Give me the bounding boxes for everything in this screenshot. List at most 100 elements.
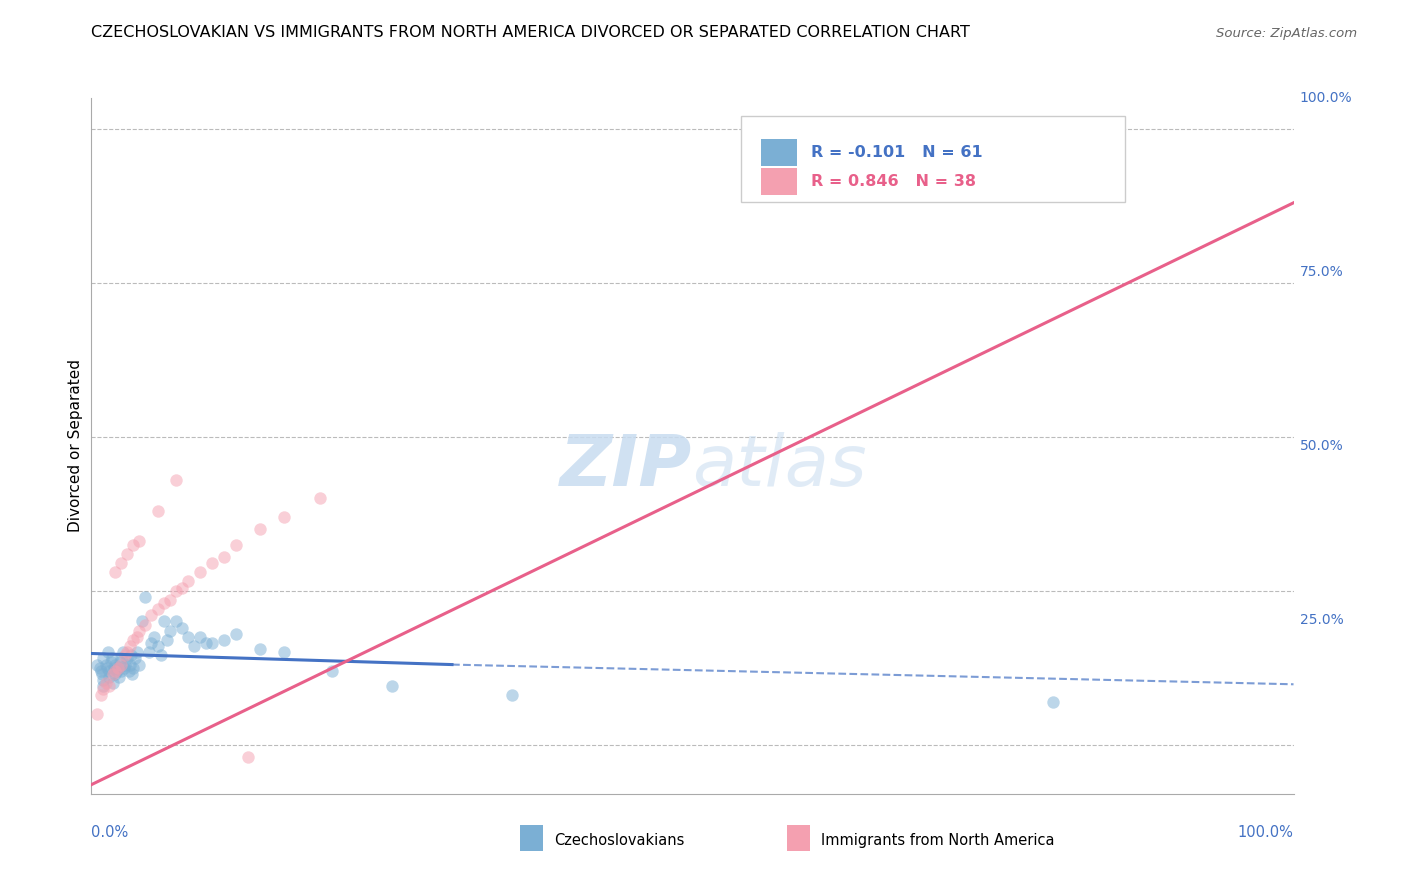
Text: 0.0%: 0.0% (91, 825, 128, 840)
Point (110, 556, 132, 570)
Point (110, 657, 132, 672)
Point (98, 670, 121, 684)
FancyBboxPatch shape (761, 139, 797, 166)
Point (101, 666, 124, 681)
Point (93, 673, 115, 687)
Point (118, 657, 141, 672)
Text: R = 0.846   N = 38: R = 0.846 N = 38 (811, 174, 976, 189)
Point (86, 706, 108, 721)
Text: 100.0%: 100.0% (1237, 825, 1294, 840)
Point (1042, 694, 1064, 708)
Point (146, 639, 169, 653)
Point (152, 615, 174, 629)
Point (101, 651, 124, 665)
Text: CZECHOSLOVAKIAN VS IMMIGRANTS FROM NORTH AMERICA DIVORCED OR SEPARATED CORRELATI: CZECHOSLOVAKIAN VS IMMIGRANTS FROM NORTH… (91, 25, 970, 40)
Point (101, 676, 124, 690)
Point (188, 630, 211, 644)
Point (156, 632, 179, 647)
Point (114, 657, 136, 672)
Point (194, 636, 217, 650)
Point (273, 645, 295, 659)
Point (142, 630, 165, 644)
Point (110, 651, 132, 665)
Point (141, 636, 163, 650)
Point (249, 522, 271, 536)
Point (91, 666, 114, 681)
Point (110, 655, 132, 669)
Point (94, 657, 117, 672)
Point (134, 590, 156, 604)
Point (107, 660, 129, 674)
Point (122, 537, 145, 551)
Point (308, 491, 330, 506)
Point (120, 648, 142, 663)
FancyBboxPatch shape (761, 169, 797, 194)
Point (104, 657, 127, 672)
Text: ZIP: ZIP (560, 433, 692, 501)
Point (97, 645, 120, 659)
Point (118, 664, 141, 678)
Point (89, 660, 111, 674)
Point (86, 657, 108, 672)
Point (212, 632, 235, 647)
Point (117, 651, 139, 665)
Point (122, 632, 145, 647)
Text: 25.0%: 25.0% (1299, 613, 1343, 627)
Point (105, 664, 128, 678)
Text: 75.0%: 75.0% (1299, 265, 1343, 279)
Point (159, 593, 181, 607)
Point (212, 549, 235, 564)
Point (93, 651, 115, 665)
Point (121, 666, 143, 681)
Point (90, 689, 112, 703)
Point (90, 664, 112, 678)
Point (134, 617, 156, 632)
Point (104, 664, 127, 678)
Point (104, 666, 127, 681)
Text: 50.0%: 50.0% (1299, 439, 1343, 453)
Point (146, 503, 169, 517)
Point (107, 660, 129, 674)
Point (150, 648, 173, 663)
Text: R = -0.101   N = 61: R = -0.101 N = 61 (811, 145, 983, 160)
Y-axis label: Divorced or Separated: Divorced or Separated (67, 359, 83, 533)
Point (249, 642, 271, 657)
Point (159, 624, 181, 638)
Point (165, 615, 187, 629)
Point (152, 596, 174, 610)
Point (225, 537, 247, 551)
Point (93, 679, 115, 693)
Point (128, 657, 150, 672)
Point (170, 621, 193, 635)
Point (122, 660, 145, 674)
Point (273, 509, 295, 524)
Point (146, 602, 169, 616)
Point (114, 648, 136, 663)
Point (111, 645, 134, 659)
Point (125, 645, 148, 659)
Point (128, 534, 150, 549)
Point (110, 664, 132, 678)
Point (201, 636, 224, 650)
Point (183, 639, 205, 653)
Point (225, 627, 247, 641)
FancyBboxPatch shape (741, 116, 1125, 202)
Point (100, 655, 122, 669)
Text: 100.0%: 100.0% (1299, 91, 1353, 105)
Point (96, 660, 118, 674)
Point (170, 581, 193, 595)
Point (98, 679, 121, 693)
Point (165, 473, 187, 487)
Point (125, 630, 148, 644)
Point (501, 689, 523, 703)
Point (93, 682, 115, 697)
Point (138, 645, 160, 659)
Point (236, 750, 259, 764)
Text: Source: ZipAtlas.com: Source: ZipAtlas.com (1216, 27, 1357, 40)
Point (321, 664, 343, 678)
Point (131, 615, 153, 629)
Point (165, 583, 187, 598)
Point (141, 608, 163, 623)
Point (128, 624, 150, 638)
Point (117, 547, 139, 561)
